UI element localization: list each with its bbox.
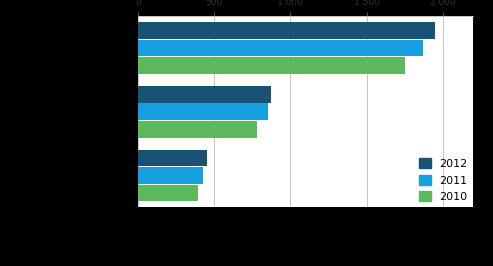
Bar [138,167,203,184]
Bar [138,57,405,74]
Bar [138,150,207,166]
Bar [138,40,423,56]
Bar [138,121,257,138]
Bar [138,185,198,201]
Bar [138,22,435,39]
Bar [138,86,271,102]
Legend: 2012, 2011, 2010: 2012, 2011, 2010 [420,159,468,202]
Bar [138,103,268,120]
